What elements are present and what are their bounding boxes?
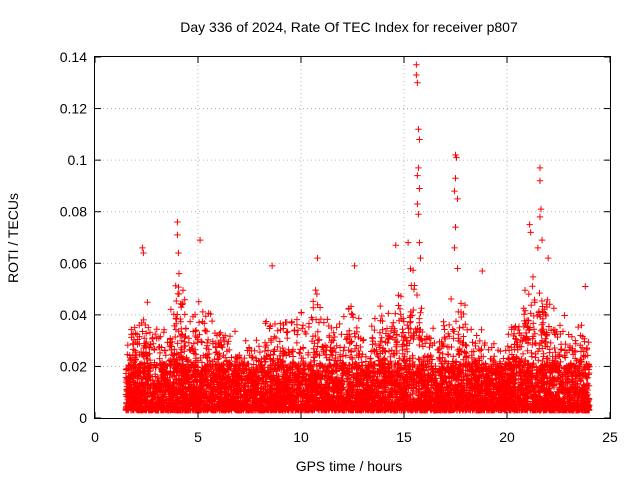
roti-peak-point [417, 254, 424, 262]
roti-peak-point [536, 213, 544, 221]
roti-peak-point [536, 177, 544, 184]
y-axis-title: ROTI / TECUs [5, 193, 21, 283]
x-tick-label: 15 [396, 429, 412, 445]
roti-peak-point [536, 164, 544, 172]
roti-peak-point [414, 79, 421, 86]
x-axis-title: GPS time / hours [296, 458, 403, 474]
chart-title: Day 336 of 2024, Rate Of TEC Index for r… [180, 19, 518, 35]
y-tick-label: 0.02 [60, 358, 87, 374]
data-points [122, 61, 593, 414]
roti-peak-point [415, 211, 422, 218]
roti-peak-point [454, 265, 461, 272]
x-tick-label: 20 [499, 429, 515, 445]
roti-peak-point [537, 205, 545, 213]
roti-peak-point [451, 187, 458, 195]
y-tick-label: 0.06 [60, 255, 87, 271]
roti-peak-point [314, 254, 321, 262]
roti-peak-point [453, 154, 460, 161]
roti-peak-point [392, 242, 399, 249]
roti-peak-point [454, 195, 461, 203]
roti-peak-point [351, 262, 358, 270]
roti-peak-point [452, 174, 459, 182]
roti-peak-point [175, 249, 182, 257]
roti-peak-point [538, 236, 546, 244]
y-tick-label: 0.14 [60, 49, 87, 65]
roti-peak-point [413, 71, 420, 79]
roti-point-cloud [122, 265, 593, 414]
roti-peak-point [139, 244, 146, 252]
x-tick-label: 25 [602, 429, 618, 445]
x-tick-label: 0 [91, 429, 99, 445]
roti-peak-point [414, 200, 421, 208]
roti-peak-point [415, 164, 422, 172]
roti-peak-point [451, 244, 458, 252]
roti-peak-point [479, 267, 486, 275]
axes: 0 5 10 15 20 25 0 0.02 0.04 0.06 0.08 0.1 0.12 0.14 [60, 49, 618, 445]
y-tick-label: 0.08 [60, 204, 87, 220]
x-tick-label: 10 [293, 429, 309, 445]
x-tick-label: 5 [194, 429, 202, 445]
roti-peak-point [526, 221, 533, 228]
roti-peak-point [413, 61, 420, 68]
roti-peak-point [452, 223, 459, 231]
roti-peak-point [414, 172, 421, 179]
roti-peak-point [416, 185, 423, 192]
roti-peak-point [196, 236, 204, 244]
roti-peak-point [404, 239, 412, 246]
y-tick-label: 0 [79, 410, 87, 426]
y-tick-label: 0.12 [60, 101, 87, 117]
roti-peak-point [415, 126, 422, 133]
plot-frame [94, 56, 611, 419]
roti-peak-point [582, 283, 589, 290]
roti-peak-point [416, 136, 423, 143]
roti-peak-point [174, 218, 181, 226]
roti-peak-point [140, 249, 147, 257]
roti-peak-point [527, 229, 534, 236]
roti-peak-point [545, 254, 552, 262]
roti-peak-point [268, 262, 276, 270]
roti-peak-point [534, 244, 542, 252]
y-tick-label: 0.04 [60, 307, 87, 323]
roti-peak-point [416, 239, 423, 246]
roti-peak-point [174, 231, 181, 239]
y-tick-label: 0.1 [68, 152, 88, 168]
